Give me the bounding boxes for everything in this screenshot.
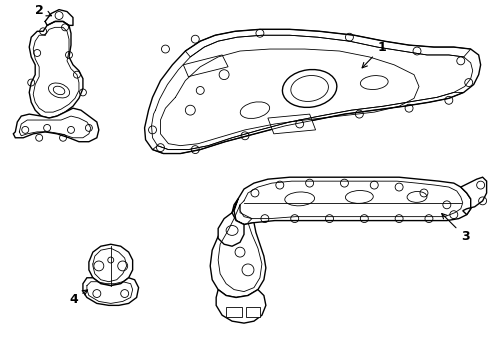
Text: 2: 2 [35,4,51,17]
Polygon shape [245,307,260,317]
Polygon shape [218,213,244,246]
Polygon shape [29,22,83,118]
Polygon shape [460,177,486,215]
Polygon shape [83,278,138,305]
Polygon shape [232,177,470,225]
Text: 4: 4 [69,290,87,306]
Text: 1: 1 [362,41,385,68]
Polygon shape [216,289,265,323]
Polygon shape [13,108,99,142]
Polygon shape [210,199,265,297]
Polygon shape [89,244,132,285]
Text: 3: 3 [441,213,468,243]
Polygon shape [267,114,315,134]
Polygon shape [144,29,480,154]
Polygon shape [225,307,242,317]
Polygon shape [183,55,227,77]
